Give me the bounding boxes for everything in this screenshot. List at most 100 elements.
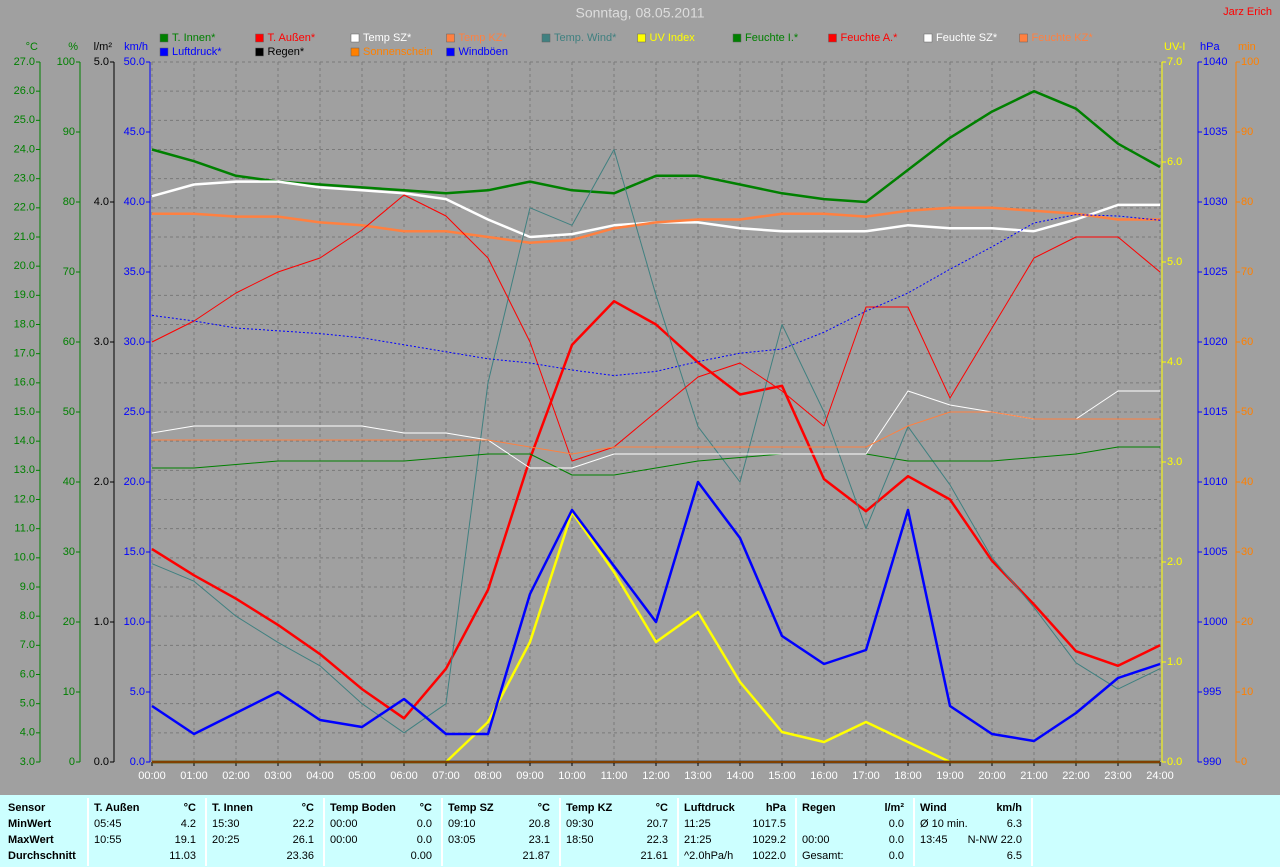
y-tick-label: 100 bbox=[1241, 56, 1259, 68]
series-line bbox=[152, 206, 1160, 245]
y-tick-label: 50.0 bbox=[124, 56, 145, 68]
cell-time: 20:25 bbox=[212, 834, 240, 846]
y-tick-label: 23.0 bbox=[14, 173, 35, 185]
cell-value: 22.3 bbox=[647, 834, 668, 846]
cell-time: Gesamt: bbox=[802, 850, 844, 862]
y-tick-label: 1020 bbox=[1203, 336, 1227, 348]
cell-time: 11:25 bbox=[684, 818, 711, 830]
column-unit: °C bbox=[538, 802, 550, 814]
x-tick-label: 00:00 bbox=[138, 770, 166, 782]
y-tick-label: 50 bbox=[63, 406, 75, 418]
legend-label: Feuchte A.* bbox=[841, 32, 899, 44]
x-tick-label: 04:00 bbox=[306, 770, 334, 782]
y-tick-label: 4.0 bbox=[20, 727, 35, 739]
x-tick-label: 18:00 bbox=[894, 770, 922, 782]
column-unit: °C bbox=[656, 802, 668, 814]
y-tick-label: 40.0 bbox=[124, 196, 145, 208]
y-tick-label: 10 bbox=[63, 686, 75, 698]
cell-time: 09:30 bbox=[566, 818, 594, 830]
x-tick-label: 14:00 bbox=[726, 770, 754, 782]
legend-swatch bbox=[159, 33, 169, 43]
y-tick-label: 80 bbox=[63, 196, 75, 208]
y-tick-label: 5.0 bbox=[20, 698, 35, 710]
y-tick-label: 20.0 bbox=[124, 476, 145, 488]
y-tick-label: 9.0 bbox=[20, 581, 35, 593]
x-tick-label: 22:00 bbox=[1062, 770, 1090, 782]
cell-value: 26.1 bbox=[293, 834, 314, 846]
y-tick-label: 8.0 bbox=[20, 610, 35, 622]
column-header: Temp KZ bbox=[566, 802, 613, 814]
y-tick-label: 990 bbox=[1203, 756, 1221, 768]
legend-swatch bbox=[159, 47, 169, 57]
y-tick-label: 5.0 bbox=[130, 686, 145, 698]
legend-label: UV Index bbox=[650, 32, 696, 44]
x-tick-label: 20:00 bbox=[978, 770, 1006, 782]
x-tick-label: 10:00 bbox=[558, 770, 586, 782]
cell-value: 0.0 bbox=[889, 850, 904, 862]
x-tick-label: 02:00 bbox=[222, 770, 250, 782]
y-tick-label: 4.0 bbox=[1167, 356, 1182, 368]
y-tick-label: 60 bbox=[63, 336, 75, 348]
y-tick-label: 0.0 bbox=[130, 756, 145, 768]
cell-time: 00:00 bbox=[802, 834, 830, 846]
series-line bbox=[151, 214, 1161, 377]
legend-swatch bbox=[923, 33, 933, 43]
legend-swatch bbox=[255, 33, 264, 43]
cell-value: 0.00 bbox=[411, 850, 432, 862]
y-tick-label: 25.0 bbox=[124, 406, 145, 418]
y-tick-label: 90 bbox=[1241, 126, 1253, 138]
chart-title: Sonntag, 08.05.2011 bbox=[576, 5, 705, 21]
legend-swatch bbox=[732, 33, 742, 43]
row-label: MinWert bbox=[8, 818, 52, 830]
legend-label: Feuchte SZ* bbox=[936, 32, 998, 44]
legend-label: T. Außen* bbox=[268, 32, 316, 44]
cell-value: 6.5 bbox=[1007, 850, 1022, 862]
y-tick-label: 70 bbox=[1241, 266, 1253, 278]
legend-label: Luftdruck* bbox=[172, 46, 222, 58]
legend-swatch bbox=[1019, 33, 1028, 43]
series-line bbox=[152, 411, 1160, 455]
cell-value: 22.2 bbox=[293, 818, 314, 830]
legend-label: Sonnenschein bbox=[363, 46, 433, 58]
legend-label: T. Innen* bbox=[172, 32, 216, 44]
y-tick-label: 22.0 bbox=[14, 202, 35, 214]
y-tick-label: 15.0 bbox=[14, 406, 35, 418]
y-tick-label: 7.0 bbox=[20, 639, 35, 651]
x-tick-label: 09:00 bbox=[516, 770, 544, 782]
y-tick-label: 80 bbox=[1241, 196, 1253, 208]
y-tick-label: 40 bbox=[1241, 476, 1253, 488]
x-tick-label: 16:00 bbox=[810, 770, 838, 782]
cell-time: 18:50 bbox=[566, 834, 594, 846]
y-tick-label: 2.0 bbox=[94, 476, 109, 488]
cell-value: 0.0 bbox=[889, 834, 904, 846]
x-tick-label: 17:00 bbox=[852, 770, 880, 782]
y-tick-label: 30 bbox=[63, 546, 75, 558]
y-tick-label: 13.0 bbox=[14, 464, 35, 476]
y-tick-label: 17.0 bbox=[14, 348, 35, 360]
legend-label: Feuchte I.* bbox=[745, 32, 799, 44]
legend-label: Temp. Wind* bbox=[554, 32, 617, 44]
cell-value: 0.0 bbox=[889, 818, 904, 830]
legend-label: Temp KZ* bbox=[459, 32, 508, 44]
y-tick-label: 30 bbox=[1241, 546, 1253, 558]
y-tick-label: 995 bbox=[1203, 686, 1221, 698]
y-tick-label: 14.0 bbox=[14, 435, 35, 447]
y-tick-label: 19.0 bbox=[14, 289, 35, 301]
y-tick-label: 26.0 bbox=[14, 85, 35, 97]
axis-unit: l/m² bbox=[94, 41, 113, 53]
legend-swatch bbox=[350, 47, 360, 57]
y-tick-label: 2.0 bbox=[1167, 556, 1182, 568]
cell-value: 0.0 bbox=[417, 834, 432, 846]
x-tick-label: 19:00 bbox=[936, 770, 964, 782]
y-tick-label: 24.0 bbox=[14, 143, 35, 155]
cell-time: 00:00 bbox=[330, 818, 358, 830]
cell-time: 15:30 bbox=[212, 818, 240, 830]
legend-swatch bbox=[446, 33, 455, 43]
y-tick-label: 20.0 bbox=[14, 260, 35, 272]
column-unit: °C bbox=[420, 802, 432, 814]
y-tick-label: 10.0 bbox=[14, 552, 35, 564]
column-header: Wind bbox=[920, 802, 947, 814]
series-line bbox=[151, 194, 1161, 462]
legend-swatch bbox=[637, 33, 646, 43]
